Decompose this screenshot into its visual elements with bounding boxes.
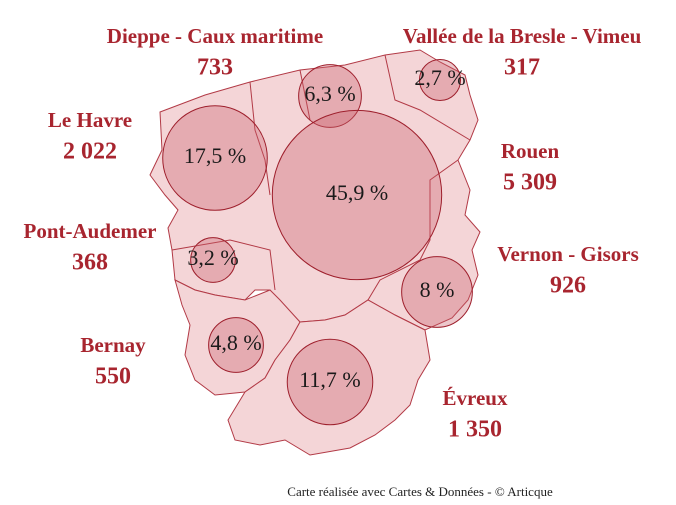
- region-value: 733: [197, 55, 233, 81]
- region-name: Rouen: [501, 139, 560, 163]
- region-value: 2 022: [63, 139, 117, 165]
- region-name: Vallée de la Bresle - Vimeu: [403, 24, 642, 48]
- bubble: [286, 338, 374, 426]
- bubble: [190, 237, 236, 283]
- region-value: 5 309: [503, 170, 557, 196]
- credit: Carte réalisée avec Cartes & Données - ©…: [287, 484, 553, 499]
- labels: 6,3 % Dieppe - Caux maritime 733 2,7 % Vallé…: [24, 24, 642, 443]
- bubble: [271, 109, 443, 281]
- border: [171, 54, 471, 301]
- region-value: 926: [550, 273, 586, 299]
- zone: [149, 49, 481, 331]
- share-label: 11,7 %: [299, 367, 361, 392]
- share-label: 3,2 %: [187, 245, 238, 270]
- region-value: 368: [72, 250, 108, 276]
- territory: [149, 49, 481, 456]
- region-name: Pont-Audemer: [24, 219, 157, 243]
- bubble: [298, 64, 362, 128]
- region-name: Le Havre: [48, 108, 132, 132]
- share-label: 2,7 %: [414, 65, 465, 90]
- share-label: 4,8 %: [210, 330, 261, 355]
- region-name: Bernay: [80, 333, 146, 357]
- region-name: Dieppe - Caux maritime: [107, 24, 323, 48]
- zone: [227, 299, 431, 456]
- bubbles: [162, 58, 473, 426]
- region-value: 1 350: [448, 417, 502, 443]
- region-value: 317: [504, 55, 540, 81]
- share-label: 17,5 %: [184, 143, 246, 168]
- region-name: Évreux: [443, 386, 508, 410]
- bubble: [208, 317, 264, 373]
- region-name: Vernon - Gisors: [497, 242, 639, 266]
- share-label: 45,9 %: [326, 180, 388, 205]
- bubble: [401, 256, 473, 328]
- share-label: 8 %: [420, 277, 455, 302]
- bubble: [418, 58, 462, 102]
- region-value: 550: [95, 364, 131, 390]
- share-label: 6,3 %: [304, 81, 355, 106]
- bubble: [162, 105, 268, 211]
